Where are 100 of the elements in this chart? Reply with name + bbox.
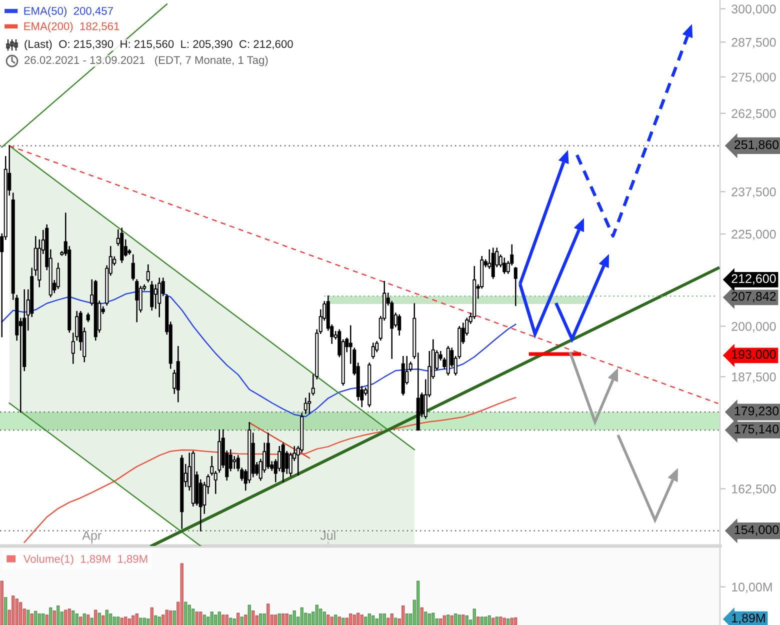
bar [368,614,371,625]
bar [465,615,468,625]
bar [308,614,311,625]
bar [405,614,408,625]
bar [319,608,322,625]
bar [120,618,124,625]
legend-label: Volume(1) 1,89M 1,89M [23,554,148,566]
bar [98,612,101,625]
bar [102,615,105,625]
bar [432,612,435,625]
bar [262,614,266,625]
annotation: 26.02.2021 - 13.09.2021 (EDT, 7 Monate, 1 Tag) [24,56,268,66]
bar [128,618,131,625]
bar [458,614,461,625]
bar [352,614,356,625]
bar [94,610,98,625]
bar [184,602,188,625]
bar [34,610,38,625]
bar [75,614,78,625]
bar [142,618,146,625]
bar [476,616,480,625]
bar [109,614,112,625]
bar [360,614,364,625]
bar [195,612,198,625]
bar [214,614,218,625]
y-tick-label: 1,89M [732,614,765,624]
bar [446,614,450,625]
candlestick [56,262,60,290]
y-tick-label: 237,500 [732,187,776,198]
x-tick-label: Apr [82,531,102,542]
bar [379,614,382,625]
bar [342,618,345,625]
bar [116,616,120,625]
annotation: (Last) O: 215,390 H: 215,560 L: 205,390 C: 212,600 [24,40,293,50]
bar [462,614,465,625]
bar [150,607,154,625]
bar [86,614,90,625]
line-series [24,397,516,544]
candlestick [135,279,139,322]
bar [285,614,288,625]
bar [480,616,484,625]
bar [180,563,184,625]
bar [416,580,420,625]
bar [424,612,428,625]
candlestick [232,456,236,469]
bar [382,614,386,625]
candlestick [150,281,154,311]
bar [49,607,52,625]
bar [514,617,518,625]
bar [330,616,334,625]
candlestick [491,248,495,279]
bar [192,608,195,625]
bar [199,612,202,625]
bar [266,604,270,625]
bar [510,618,514,625]
bar [499,616,502,625]
bar [454,614,458,625]
candlestick [131,254,135,280]
bar [402,606,405,625]
bar [30,614,34,625]
bar [240,616,244,625]
y-tick-label: 262,500 [732,109,776,120]
bar [472,608,476,625]
bar [225,614,228,625]
bar [278,614,281,625]
bar [158,616,161,625]
bar [68,608,71,625]
bar [364,616,368,625]
candlestick [266,432,270,469]
y-tick-label: 10,00M [732,582,772,594]
bar [52,610,56,625]
bar [42,614,45,625]
bar [326,614,330,625]
ref-line-label: 251,860 [734,140,779,151]
bar [248,604,251,625]
bar [300,607,304,625]
candlestick [158,278,162,318]
bar [289,614,292,625]
bar [394,618,398,625]
y-tick-label: 207,842 [732,292,776,302]
bar [236,612,240,625]
bar [420,607,424,625]
y-tick-label: 162,500 [732,484,776,495]
candlestick [146,264,150,282]
bar [64,610,68,625]
bar [72,610,75,625]
ref-line-label: 179,230 [734,406,779,417]
bar [15,598,18,625]
bar [345,618,348,625]
bar [338,616,341,625]
bar [4,597,8,625]
y-tick-label: 225,000 [732,230,776,240]
bar [146,618,150,625]
bar [428,614,431,625]
bar [506,618,510,625]
y-tick-label: 187,500 [732,372,776,383]
bar [188,604,191,625]
y-tick-label: 200,000 [732,322,776,332]
legend-label: EMA(200) 182,561 [24,22,120,32]
bar [252,610,255,625]
